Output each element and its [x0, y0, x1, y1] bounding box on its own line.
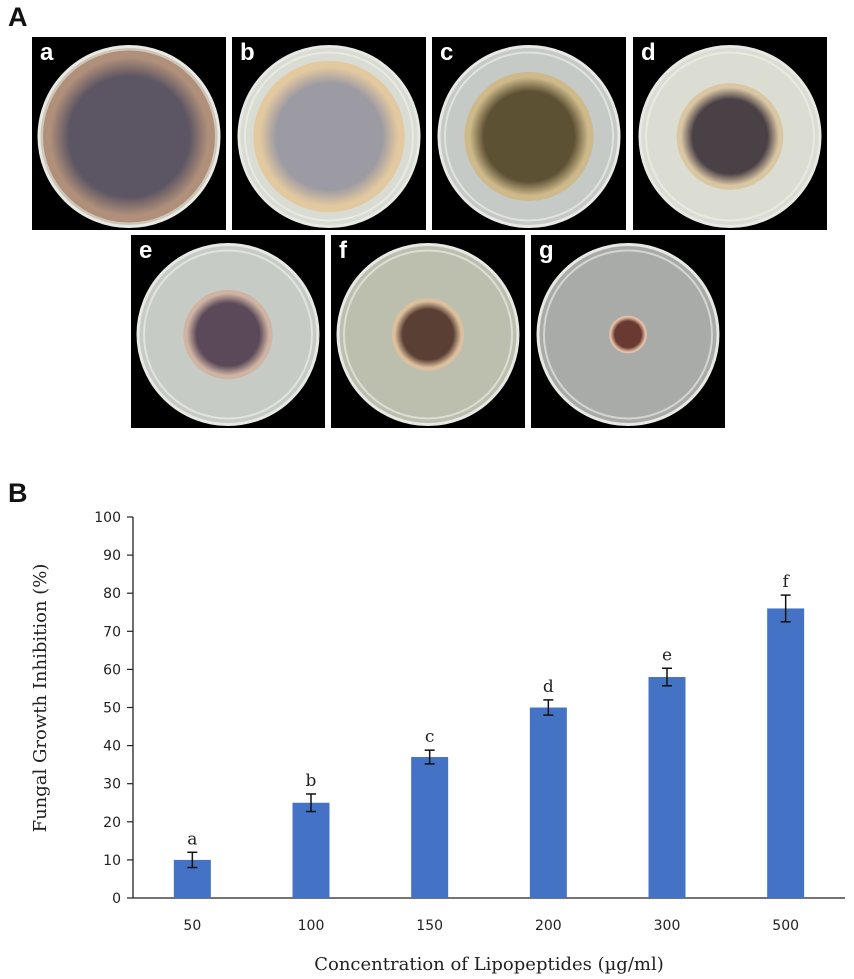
x-tick-label-200: 200 — [535, 918, 562, 934]
inhibition-bar-chart: 0 10 20 30 40 50 60 70 80 90 100 50 100 150 200 300 500… — [30, 510, 845, 975]
colony-c — [464, 72, 594, 201]
bar-300 — [648, 677, 686, 898]
y-tick-label: 50 — [103, 701, 121, 717]
error-bar-200 — [543, 699, 554, 716]
bar-500 — [767, 608, 805, 898]
error-bar-300 — [662, 667, 672, 687]
plate-e-photo — [136, 243, 320, 426]
y-axis-label: Fungal Growth Inhibition (%) — [30, 564, 51, 833]
colony-e — [183, 289, 273, 380]
y-tick-label: 80 — [103, 586, 121, 602]
plate-b-label: b — [240, 39, 255, 66]
y-tick-label: 60 — [103, 662, 121, 678]
error-bar-500 — [780, 594, 791, 623]
bar-150 — [411, 757, 449, 898]
bar-200 — [529, 707, 567, 898]
y-tick-label: 100 — [94, 510, 121, 526]
y-tick-label: 0 — [112, 891, 121, 907]
x-axis: 50 100 150 200 300 500 — [133, 897, 845, 934]
plate-c: c — [432, 37, 626, 230]
panel-b-letter: B — [8, 478, 28, 508]
plate-f-label: f — [339, 237, 347, 264]
plate-e: e — [131, 235, 325, 428]
plate-g: g — [531, 235, 725, 428]
error-bar-100 — [306, 793, 316, 813]
plate-a-label: a — [40, 39, 54, 66]
significance-letter-200: d — [543, 677, 554, 697]
y-tick-label: 40 — [103, 739, 121, 755]
y-tick-label: 70 — [103, 624, 121, 640]
plate-d-label: d — [641, 39, 656, 66]
error-bar-50 — [187, 851, 198, 869]
colony-g — [609, 315, 647, 354]
bar-100 — [292, 802, 330, 898]
plate-d-photo — [638, 45, 822, 228]
error-bar-150 — [424, 749, 435, 765]
plate-b-photo — [237, 45, 421, 228]
panel-a-letter: A — [8, 2, 28, 32]
y-axis: 0 10 20 30 40 50 60 70 80 90 100 — [94, 510, 134, 907]
x-tick-label-100: 100 — [298, 918, 325, 934]
significance-letter-150: c — [425, 727, 435, 747]
colony-d — [676, 83, 784, 190]
plate-d: d — [633, 37, 827, 230]
colony-a — [43, 50, 215, 223]
y-tick-label: 90 — [103, 548, 121, 564]
plate-a-photo — [37, 45, 221, 228]
y-tick-label: 30 — [103, 777, 121, 793]
plate-a: a — [32, 37, 226, 230]
y-tick-label: 20 — [103, 815, 121, 831]
x-axis-label: Concentration of Lipopeptides (µg/ml) — [314, 954, 664, 975]
significance-letter-500: f — [783, 572, 791, 592]
colony-f — [391, 298, 465, 371]
bars-group: a b c d e f — [173, 572, 805, 898]
plate-g-photo — [536, 243, 720, 426]
plate-c-label: c — [440, 39, 454, 66]
significance-letter-300: e — [662, 645, 672, 665]
plate-f-photo — [336, 243, 520, 426]
colony-b — [253, 60, 405, 213]
significance-letter-50: a — [187, 829, 197, 849]
plate-f: f — [331, 235, 525, 428]
x-tick-label-150: 150 — [416, 918, 443, 934]
x-tick-label-500: 500 — [772, 918, 799, 934]
x-tick-label-300: 300 — [654, 918, 681, 934]
y-tick-label: 10 — [103, 853, 121, 869]
plate-c-photo — [437, 45, 621, 228]
plate-g-label: g — [539, 237, 554, 264]
plate-e-label: e — [139, 237, 153, 264]
plate-b: b — [232, 37, 426, 230]
x-tick-label-50: 50 — [183, 918, 201, 934]
significance-letter-100: b — [306, 771, 317, 791]
